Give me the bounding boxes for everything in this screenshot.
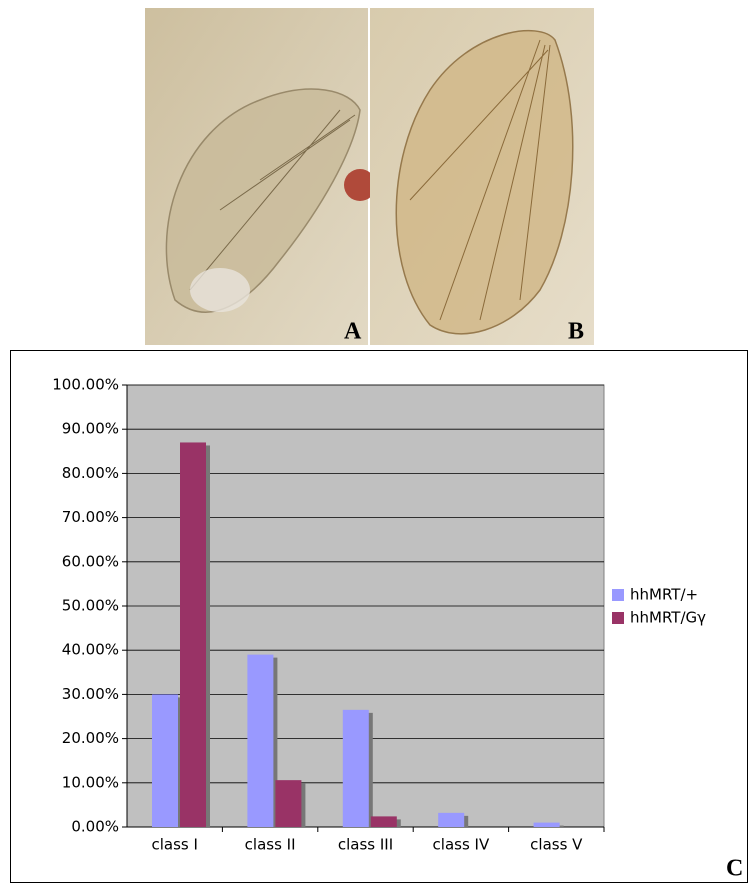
x-tick-label: class II (245, 836, 296, 854)
y-tick-label: 70.00% (62, 508, 119, 526)
figure: A B C 0.00% 10.00% 20.00% 30.00% 40.00% 50.00… (0, 0, 748, 883)
bar (438, 813, 464, 827)
x-tick-label: class V (530, 836, 583, 854)
panel-label: A (344, 319, 362, 345)
legend-swatch (612, 589, 624, 601)
y-tick-label: 10.00% (62, 773, 119, 791)
bar (247, 655, 273, 827)
x-tick-label: class IV (433, 836, 490, 854)
y-tick-label: 60.00% (62, 552, 119, 570)
bar (275, 780, 301, 827)
y-tick-label: 50.00% (62, 597, 119, 615)
legend-label: hhMRT/Gγ (630, 609, 706, 627)
legend-label: hhMRT/+ (630, 586, 698, 604)
y-tick-label: 30.00% (62, 685, 119, 703)
bar (152, 694, 178, 827)
bar (371, 816, 397, 827)
bar (343, 710, 369, 827)
y-tick-label: 20.00% (62, 729, 119, 747)
panel-label: C (726, 856, 743, 882)
y-tick-label: 0.00% (71, 818, 119, 836)
y-tick-label: 100.00% (52, 376, 119, 394)
y-tick-label: 40.00% (62, 641, 119, 659)
photo-a (145, 8, 376, 345)
y-tick-label: 80.00% (62, 464, 119, 482)
y-tick-label: 90.00% (62, 420, 119, 438)
x-tick-label: class III (338, 836, 393, 854)
legend-swatch (612, 612, 624, 624)
x-tick-label: class I (151, 836, 197, 854)
photo-b (370, 8, 594, 345)
panel-label: B (568, 319, 584, 345)
bar (534, 823, 560, 827)
bar (180, 442, 206, 827)
